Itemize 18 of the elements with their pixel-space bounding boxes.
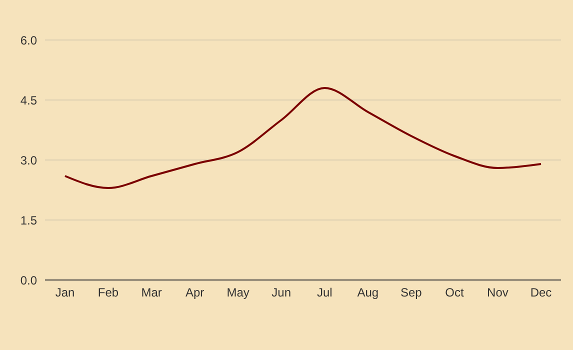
x-tick-label: Jul [316, 286, 332, 300]
line-series [64, 87, 542, 189]
y-tick-label: 4.5 [20, 93, 38, 108]
x-tick-label: Nov [487, 286, 508, 300]
x-tick-label: Aug [357, 286, 379, 300]
x-tick-label: Jun [272, 286, 292, 300]
y-tick-label: 1.5 [20, 213, 38, 228]
y-tick-label: 3.0 [20, 153, 38, 168]
x-tick-label: Mar [141, 286, 162, 300]
x-tick-label: Apr [185, 286, 204, 300]
x-tick-label: Jan [55, 286, 75, 300]
y-tick-label: 6.0 [20, 33, 38, 48]
x-tick-label: Dec [530, 286, 552, 300]
x-tick-label: Feb [98, 286, 119, 300]
y-tick-label: 0.0 [20, 273, 38, 288]
x-tick-label: Oct [445, 286, 464, 300]
x-tick-label: May [226, 286, 250, 300]
x-tick-label: Sep [400, 286, 422, 300]
